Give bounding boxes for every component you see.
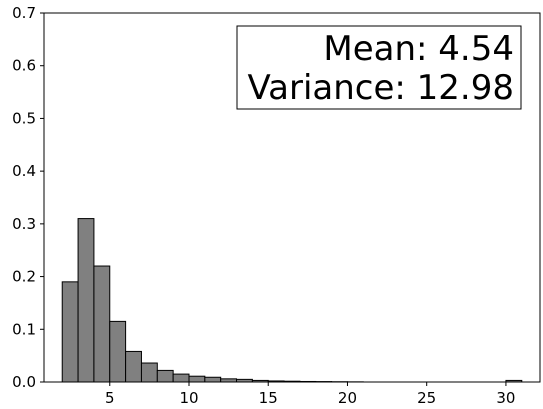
histogram-bar — [172, 373, 190, 383]
histogram-bar — [156, 369, 174, 383]
histogram-bar — [93, 265, 111, 383]
y-tick-label: 0.6 — [12, 57, 36, 75]
histogram-bar — [125, 350, 142, 383]
x-tick-label: 25 — [417, 389, 436, 407]
histogram-bar — [140, 362, 158, 383]
histogram-bar — [109, 320, 127, 383]
x-tick-label: 15 — [259, 389, 278, 407]
y-tick-label: 0.4 — [12, 162, 36, 180]
y-tick-label: 0.7 — [12, 4, 36, 22]
x-tick-label: 10 — [179, 389, 198, 407]
stats-mean-text: Mean: 4.54 — [323, 29, 514, 69]
histogram-bar — [188, 375, 206, 383]
x-axis-ticks: 5 10 15 20 25 30 — [105, 382, 515, 407]
stats-annotation: Mean: 4.54 Variance: 12.98 — [236, 25, 522, 110]
histogram-bars — [61, 218, 523, 383]
y-tick-label: 0.1 — [12, 320, 36, 338]
y-tick-label: 0.3 — [12, 215, 36, 233]
plot-frame — [43, 12, 541, 383]
y-axis-ticks: 0.0 0.1 0.2 0.3 0.4 0.5 0.6 0.7 — [12, 4, 44, 391]
stats-annotation-box — [236, 25, 522, 110]
x-tick-label: 30 — [496, 389, 515, 407]
histogram-bar — [77, 218, 95, 383]
stats-variance-text: Variance: 12.98 — [248, 68, 514, 108]
x-tick-label: 5 — [105, 389, 115, 407]
y-tick-label: 0.5 — [12, 109, 36, 127]
histogram-bar — [61, 281, 79, 383]
y-tick-label: 0.2 — [12, 268, 36, 286]
histogram-bar — [204, 376, 222, 383]
x-tick-label: 20 — [338, 389, 357, 407]
y-tick-label: 0.0 — [12, 373, 36, 391]
